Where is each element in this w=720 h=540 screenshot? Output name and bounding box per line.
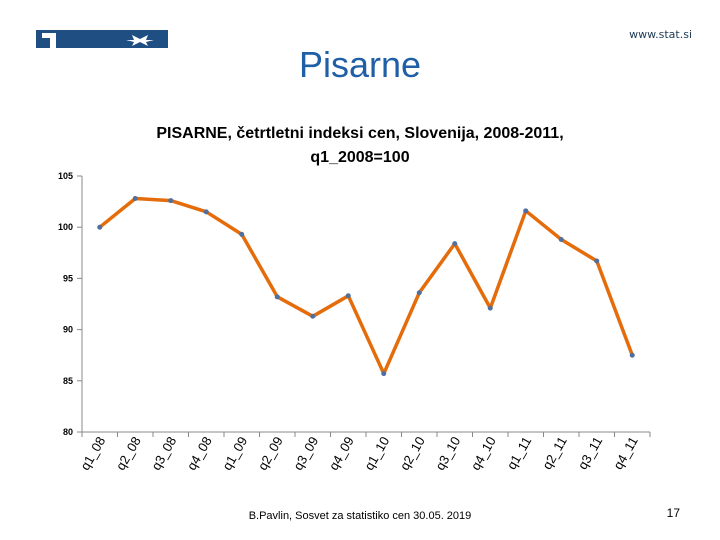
footer-text: B.Pavlin, Sosvet za statistiko cen 30.05… (248, 510, 472, 522)
page-number: 17 (666, 506, 680, 520)
data-point (274, 294, 280, 300)
series-line (98, 196, 634, 376)
x-tick-label: q3_10 (432, 434, 463, 473)
website-url: www.stat.si (629, 28, 692, 41)
slide-title: Pisarne (298, 44, 422, 85)
x-tick-label: q4_08 (184, 434, 215, 473)
data-point (381, 371, 387, 377)
chart-title-line-2: q1_2008=100 (310, 149, 410, 166)
y-tick-label: 105 (58, 171, 73, 181)
data-point (487, 305, 493, 311)
y-tick-label: 95 (63, 273, 73, 283)
data-point (452, 241, 458, 247)
y-tick-label: 90 (63, 325, 73, 335)
data-point (310, 313, 316, 319)
y-tick-label: 85 (63, 376, 73, 386)
statistical-office-logo-icon (36, 30, 168, 48)
x-tick-label: q1_08 (77, 434, 108, 473)
data-point (416, 290, 422, 296)
data-point (594, 258, 600, 264)
chart-title-line-1: PISARNE, četrtletni indeksi cen, Sloveni… (156, 125, 564, 142)
data-point (558, 236, 564, 242)
x-tick-label: q2_10 (397, 434, 428, 473)
x-tick-label: q4_11 (610, 434, 641, 472)
data-point (168, 198, 174, 204)
x-tick-label: q3_08 (148, 434, 179, 473)
x-tick-label: q1_10 (361, 434, 392, 473)
x-tick-label: q4_10 (468, 434, 499, 473)
x-tick-label: q2_08 (113, 434, 144, 473)
x-tick-label: q2_11 (539, 434, 570, 472)
data-point (97, 224, 103, 230)
data-point (132, 196, 138, 202)
data-point (239, 231, 245, 237)
x-tick-label: q3_09 (290, 434, 321, 473)
y-tick-label: 100 (58, 222, 73, 232)
data-point (629, 352, 635, 358)
y-tick-label: 80 (63, 427, 73, 437)
data-point (203, 209, 209, 215)
data-point (345, 293, 351, 299)
x-tick-label: q1_11 (504, 434, 535, 472)
chart-title: PISARNE, četrtletni indeksi cen, Sloveni… (90, 122, 630, 170)
x-tick-label: q2_09 (255, 434, 286, 473)
data-point (523, 208, 529, 214)
x-tick-label: q4_09 (326, 434, 357, 473)
x-tick-label: q3_11 (575, 434, 606, 472)
x-tick-label: q1_09 (219, 434, 250, 473)
